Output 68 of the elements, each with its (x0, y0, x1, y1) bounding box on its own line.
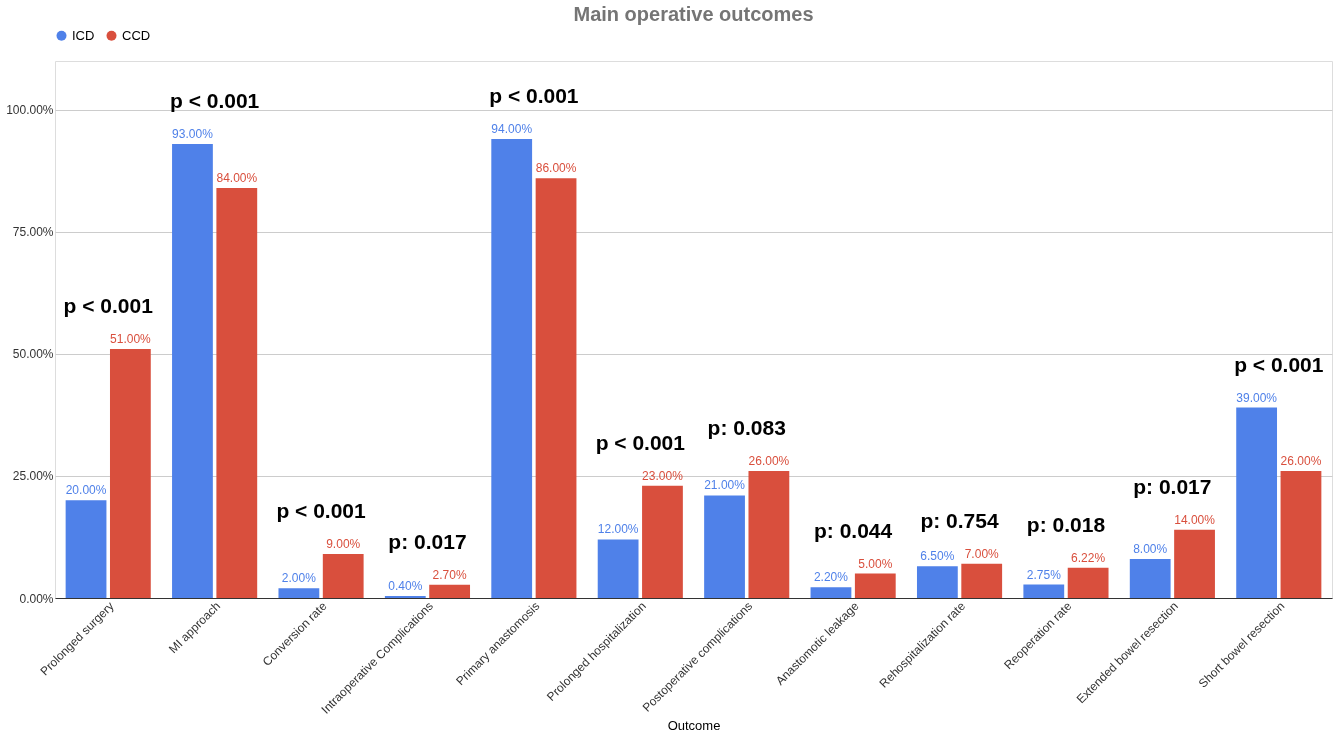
bar (535, 178, 577, 598)
bar (429, 584, 471, 598)
bar (278, 588, 320, 598)
bar (1067, 567, 1109, 598)
x-axis-title: Outcome (667, 717, 721, 733)
y-tick-label: 75.00% (12, 225, 54, 240)
annotation: p < 0.001 (595, 430, 686, 454)
bar (322, 554, 364, 598)
bar (704, 495, 745, 598)
y-tick-label: 0.00% (19, 591, 54, 606)
bar (109, 349, 151, 598)
y-tick-label: 50.00% (12, 347, 54, 362)
bar (1023, 584, 1065, 598)
bar (916, 566, 958, 598)
data-label: 6.22% (1071, 550, 1106, 565)
annotation: p < 0.001 (1234, 352, 1324, 376)
bar (1280, 471, 1322, 598)
annotation: p: 0.017 (1133, 474, 1212, 498)
data-label: 20.00% (65, 483, 107, 498)
annotation: p: 0.017 (388, 529, 467, 553)
bar (810, 587, 852, 598)
bar (854, 573, 896, 598)
data-label: 9.00% (326, 537, 361, 552)
data-label: 8.00% (1133, 541, 1168, 556)
data-label: 2.75% (1026, 567, 1062, 582)
bar (1174, 529, 1215, 598)
annotation: p < 0.001 (489, 84, 579, 108)
bar (597, 539, 639, 598)
chart-title: Main operative outcomes (573, 3, 814, 25)
data-label: 26.00% (1280, 454, 1322, 469)
annotation: p < 0.001 (63, 294, 154, 318)
data-label: 7.00% (964, 546, 1000, 561)
data-label: 14.00% (1174, 512, 1216, 527)
annotation: p: 0.044 (814, 518, 893, 542)
y-tick-label: 100.00% (6, 103, 54, 118)
data-label: 0.40% (388, 579, 423, 594)
annotation: p < 0.001 (276, 499, 367, 523)
data-label: 6.50% (920, 549, 955, 564)
bar (172, 143, 213, 598)
data-label: 94.00% (491, 122, 533, 137)
annotation: p < 0.001 (169, 88, 260, 112)
annotation: p: 0.018 (1026, 512, 1106, 536)
bar (1236, 407, 1278, 598)
bar (216, 187, 258, 598)
data-label: 2.20% (813, 570, 849, 585)
bar (961, 563, 1003, 598)
bar (65, 500, 107, 598)
data-label: 93.00% (172, 126, 214, 141)
data-label: 84.00% (216, 170, 258, 185)
data-label: 5.00% (858, 556, 893, 571)
bar (491, 139, 533, 598)
data-label: 23.00% (642, 468, 684, 483)
annotation: p: 0.083 (707, 416, 786, 440)
y-tick-label: 25.00% (12, 469, 54, 484)
bar (748, 471, 790, 598)
data-label: 26.00% (748, 454, 790, 469)
legend-label: CCD (122, 27, 151, 43)
data-label: 86.00% (535, 161, 577, 176)
data-label: 39.00% (1236, 390, 1278, 405)
data-label: 21.00% (704, 478, 746, 493)
data-label: 2.70% (432, 567, 467, 582)
bar (642, 485, 683, 598)
data-label: 2.00% (281, 571, 317, 586)
annotation: p: 0.754 (920, 508, 999, 532)
bar (1129, 558, 1171, 598)
data-label: 51.00% (110, 332, 152, 347)
legend-label: ICD (72, 27, 95, 43)
data-label: 12.00% (597, 522, 639, 537)
